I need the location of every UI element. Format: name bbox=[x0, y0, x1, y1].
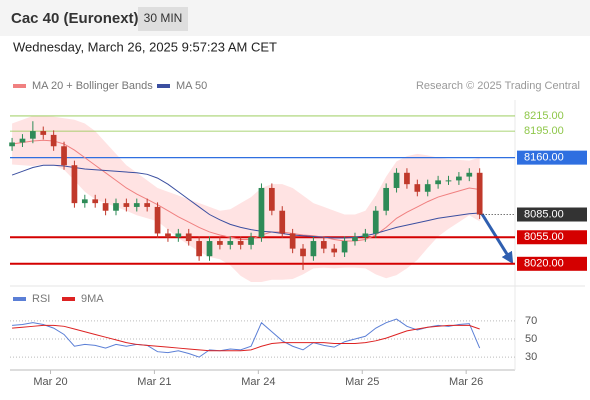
candle-body bbox=[227, 241, 234, 245]
level-label: 8160.00 bbox=[524, 152, 564, 164]
level-label: 8055.00 bbox=[524, 231, 564, 243]
candle-body bbox=[123, 203, 130, 207]
y-tick-label: 50 bbox=[525, 333, 537, 345]
interval-badge bbox=[138, 7, 188, 31]
legend-swatch bbox=[13, 297, 26, 301]
candle-body bbox=[383, 187, 390, 211]
date: Wednesday, March 26, 2025 9:57:23 AM CET bbox=[13, 39, 277, 54]
indicator-line bbox=[12, 318, 481, 358]
x-tick-label: Mar 24 bbox=[241, 376, 275, 388]
legend-swatch bbox=[62, 297, 75, 301]
candle-body bbox=[331, 248, 338, 253]
candle-body bbox=[445, 180, 452, 182]
legend-label: RSI bbox=[32, 293, 50, 305]
candle-body bbox=[289, 233, 296, 249]
candle-body bbox=[404, 172, 410, 185]
candle-body bbox=[393, 172, 400, 188]
candle-body bbox=[372, 210, 379, 234]
candle-body bbox=[50, 134, 57, 147]
level-box bbox=[517, 256, 587, 271]
candle-body bbox=[435, 180, 441, 185]
legend-label: MA 20 + Bollinger Bands bbox=[32, 80, 153, 92]
candle-body bbox=[175, 233, 182, 238]
y-tick-label: 70 bbox=[525, 315, 537, 327]
candle-body bbox=[30, 131, 36, 139]
legend-label: MA 50 bbox=[176, 80, 207, 92]
candle-body bbox=[310, 241, 317, 257]
candle-body bbox=[133, 203, 140, 207]
candle-body bbox=[258, 187, 265, 238]
candle-body bbox=[102, 203, 109, 211]
candle-body bbox=[300, 248, 306, 257]
candle-body bbox=[40, 131, 47, 135]
candle-body bbox=[456, 176, 462, 181]
x-tick-label: Mar 20 bbox=[33, 376, 67, 388]
candle-body bbox=[154, 206, 161, 234]
candle-body bbox=[144, 203, 151, 207]
candle-body bbox=[341, 241, 348, 253]
source: Research © 2025 Trading Central bbox=[416, 80, 580, 92]
legend-swatch bbox=[157, 84, 170, 88]
candle-body bbox=[81, 199, 88, 204]
bollinger-band bbox=[12, 115, 480, 282]
interval: 30 MIN bbox=[144, 11, 183, 25]
candle-body bbox=[414, 184, 421, 192]
legend-swatch bbox=[13, 84, 26, 88]
candle-body bbox=[196, 241, 202, 257]
candle-body bbox=[237, 241, 244, 245]
candle-body bbox=[424, 184, 431, 192]
legend-label: 9MA bbox=[81, 293, 104, 305]
candle-body bbox=[92, 199, 99, 204]
ma-line bbox=[12, 139, 480, 242]
candle-body bbox=[476, 172, 483, 215]
ma-line bbox=[11, 164, 480, 239]
level-box bbox=[517, 230, 587, 245]
candle-body bbox=[9, 142, 15, 147]
candle-body bbox=[61, 146, 67, 166]
level-box bbox=[517, 150, 587, 165]
candle-body bbox=[185, 233, 192, 242]
last-price-label: 8085.00 bbox=[524, 208, 564, 220]
indicator-line bbox=[12, 324, 480, 352]
x-tick-label: Mar 21 bbox=[137, 376, 171, 388]
level-label: 8215.00 bbox=[524, 110, 564, 122]
last-price-box bbox=[517, 207, 587, 222]
y-tick-label: 30 bbox=[525, 351, 537, 363]
level-label: 8020.00 bbox=[524, 258, 564, 270]
candle-body bbox=[320, 241, 327, 249]
candle-body bbox=[165, 233, 171, 238]
candle-body bbox=[217, 241, 223, 245]
candle-body bbox=[268, 187, 275, 211]
candle-body bbox=[362, 233, 369, 238]
candle-body bbox=[113, 203, 119, 211]
candle-body bbox=[352, 237, 358, 242]
candle-body bbox=[279, 210, 286, 234]
x-tick-label: Mar 25 bbox=[345, 376, 379, 388]
header-bar bbox=[0, 0, 590, 36]
candle-body bbox=[206, 241, 213, 257]
title: Cac 40 (Euronext) bbox=[11, 10, 139, 27]
candle-body bbox=[466, 172, 473, 177]
candle-body bbox=[19, 138, 26, 143]
x-tick-label: Mar 26 bbox=[449, 376, 483, 388]
level-label: 8195.00 bbox=[524, 125, 564, 137]
candle-body bbox=[248, 237, 254, 245]
candle-body bbox=[71, 165, 78, 204]
